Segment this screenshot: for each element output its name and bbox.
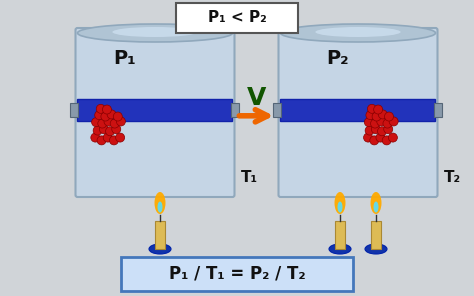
Circle shape xyxy=(384,112,393,121)
Circle shape xyxy=(101,112,110,121)
FancyBboxPatch shape xyxy=(273,103,282,118)
FancyBboxPatch shape xyxy=(335,221,345,249)
Circle shape xyxy=(372,112,381,121)
Circle shape xyxy=(96,104,105,113)
Circle shape xyxy=(102,105,111,114)
Circle shape xyxy=(378,110,387,119)
FancyBboxPatch shape xyxy=(231,103,239,118)
Circle shape xyxy=(91,133,100,142)
Text: T₂: T₂ xyxy=(444,170,461,184)
Circle shape xyxy=(113,112,122,121)
Text: V: V xyxy=(247,86,266,110)
Circle shape xyxy=(374,105,383,114)
FancyBboxPatch shape xyxy=(78,99,233,121)
Ellipse shape xyxy=(78,24,233,42)
Circle shape xyxy=(383,119,392,128)
Circle shape xyxy=(117,117,126,126)
Ellipse shape xyxy=(112,27,198,37)
Circle shape xyxy=(112,125,121,134)
Circle shape xyxy=(97,136,106,145)
FancyBboxPatch shape xyxy=(75,28,235,197)
Ellipse shape xyxy=(315,27,401,37)
Circle shape xyxy=(371,119,380,128)
Ellipse shape xyxy=(337,202,343,213)
Ellipse shape xyxy=(374,202,379,213)
Circle shape xyxy=(384,125,393,134)
Ellipse shape xyxy=(155,192,165,214)
FancyBboxPatch shape xyxy=(71,103,79,118)
Circle shape xyxy=(377,117,386,126)
FancyBboxPatch shape xyxy=(281,99,436,121)
Ellipse shape xyxy=(371,192,382,214)
Text: T₁: T₁ xyxy=(240,170,258,184)
Circle shape xyxy=(91,118,100,127)
Circle shape xyxy=(370,136,379,145)
FancyBboxPatch shape xyxy=(176,3,298,33)
Circle shape xyxy=(377,127,386,136)
Circle shape xyxy=(95,111,104,120)
Circle shape xyxy=(371,125,380,134)
Circle shape xyxy=(376,133,385,142)
Ellipse shape xyxy=(335,192,346,214)
FancyBboxPatch shape xyxy=(155,221,165,249)
FancyBboxPatch shape xyxy=(371,221,381,249)
Text: P₁ < P₂: P₁ < P₂ xyxy=(208,10,266,25)
Circle shape xyxy=(109,136,118,145)
FancyBboxPatch shape xyxy=(435,103,443,118)
Ellipse shape xyxy=(281,24,436,42)
Circle shape xyxy=(364,133,373,142)
FancyBboxPatch shape xyxy=(121,257,353,291)
Circle shape xyxy=(98,119,107,128)
Circle shape xyxy=(365,126,374,135)
Circle shape xyxy=(107,110,116,119)
Ellipse shape xyxy=(365,244,387,254)
Ellipse shape xyxy=(149,244,171,254)
Circle shape xyxy=(103,133,112,142)
Circle shape xyxy=(93,126,102,135)
Text: P₁: P₁ xyxy=(114,49,137,67)
FancyBboxPatch shape xyxy=(279,28,438,197)
Circle shape xyxy=(366,111,375,120)
Text: P₁ / T₁ = P₂ / T₂: P₁ / T₁ = P₂ / T₂ xyxy=(169,265,305,283)
Circle shape xyxy=(367,104,376,113)
Circle shape xyxy=(388,133,397,142)
Circle shape xyxy=(100,125,109,134)
Circle shape xyxy=(104,117,113,126)
Circle shape xyxy=(116,133,125,142)
Circle shape xyxy=(110,119,119,128)
Circle shape xyxy=(365,118,374,127)
Ellipse shape xyxy=(157,202,163,213)
Circle shape xyxy=(106,127,115,136)
Circle shape xyxy=(382,136,391,145)
Text: P₂: P₂ xyxy=(327,49,349,67)
Ellipse shape xyxy=(329,244,351,254)
Circle shape xyxy=(389,117,398,126)
